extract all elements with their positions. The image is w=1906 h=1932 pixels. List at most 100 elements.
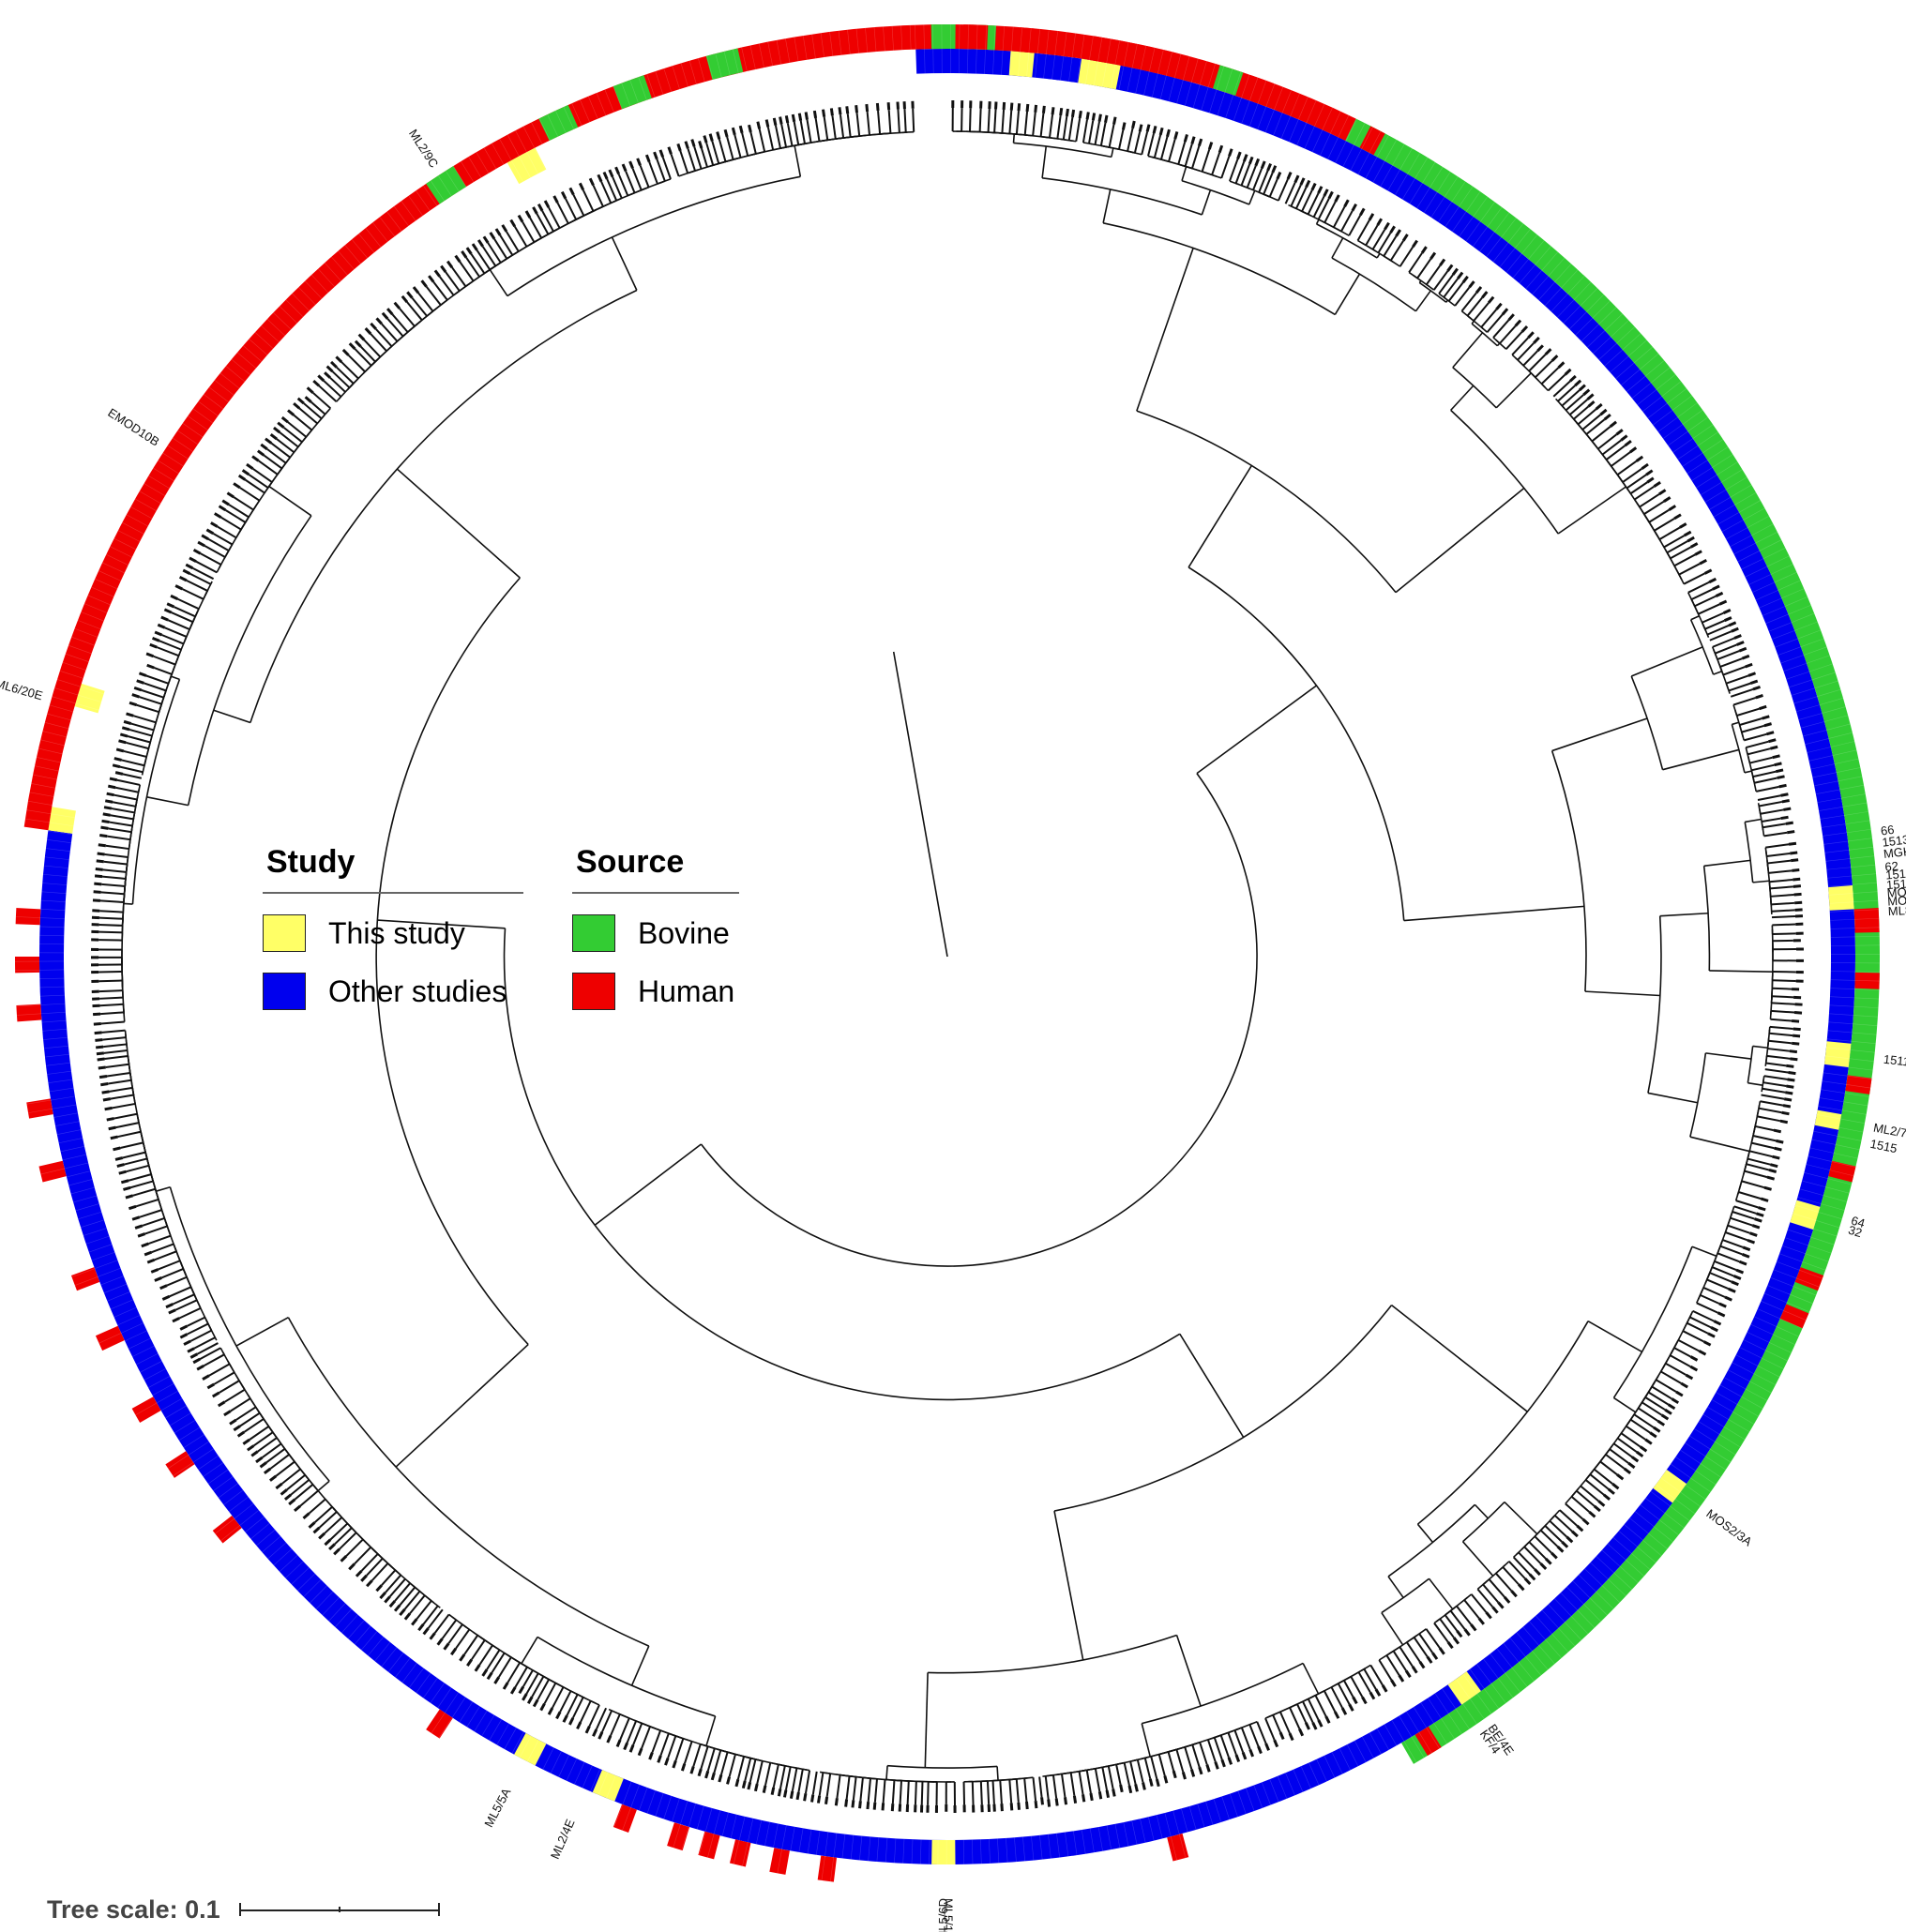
ring-cell-divider bbox=[49, 704, 98, 719]
ring-cell-divider bbox=[698, 58, 712, 106]
leaf-branch bbox=[823, 116, 829, 141]
leaf-branch bbox=[121, 759, 145, 767]
ring-cell-divider bbox=[47, 1186, 95, 1201]
leaf-branch bbox=[1246, 165, 1257, 189]
ring-cell-divider bbox=[681, 1803, 696, 1850]
leaf-tip bbox=[102, 1097, 112, 1102]
leaf-branch bbox=[1330, 1686, 1343, 1709]
ring-cell-divider bbox=[1802, 1180, 1850, 1194]
leaf-tip bbox=[114, 1156, 124, 1161]
clade-arc bbox=[850, 135, 860, 138]
source-ring-segment bbox=[15, 957, 40, 974]
leaf-tip bbox=[375, 317, 383, 325]
ring-cell-divider bbox=[1657, 402, 1698, 432]
ring-cell-divider bbox=[811, 34, 820, 83]
clade-arc bbox=[743, 1756, 751, 1759]
leaf-tip bbox=[150, 1268, 159, 1274]
ring-cell-divider bbox=[638, 77, 656, 124]
ring-cell-divider bbox=[1372, 139, 1398, 183]
leaf-tip bbox=[277, 421, 285, 429]
ring-cell-divider bbox=[20, 1045, 68, 1051]
ring-cell-divider bbox=[647, 1792, 664, 1840]
leaf-branch bbox=[132, 715, 157, 724]
human-swatch bbox=[572, 973, 615, 1010]
leaf-tip bbox=[1491, 1606, 1499, 1614]
leaf-branch bbox=[1651, 1385, 1672, 1400]
leaf-branch bbox=[1670, 1354, 1691, 1368]
ring-cell-divider bbox=[15, 977, 65, 980]
leaf-tip bbox=[1163, 1775, 1169, 1784]
leaf-tip bbox=[206, 1382, 215, 1390]
leaf-tip bbox=[1534, 1568, 1541, 1577]
leaf-branch bbox=[1389, 240, 1405, 262]
ring-cell-divider bbox=[74, 1267, 121, 1286]
leaf-branch bbox=[371, 1562, 389, 1582]
leaf-branch bbox=[1682, 1330, 1704, 1343]
ring-cell-divider bbox=[1828, 891, 1878, 896]
leaf-tip bbox=[133, 686, 143, 692]
leaf-tip bbox=[1561, 1541, 1569, 1548]
leaf-branch bbox=[1648, 508, 1670, 523]
ring-cell-divider bbox=[130, 506, 174, 531]
leaf-branch bbox=[1518, 1551, 1535, 1571]
internal-branch bbox=[924, 1672, 929, 1768]
leaf-tip bbox=[324, 371, 331, 379]
leaf-branch bbox=[1486, 313, 1504, 333]
legend-study: Study This study Other studies bbox=[263, 844, 523, 1010]
source-ring-segment bbox=[1854, 972, 1880, 989]
clade-arc bbox=[1471, 323, 1498, 347]
leaf-tip bbox=[1762, 715, 1770, 720]
leaf-tip bbox=[1763, 722, 1772, 728]
internal-branch bbox=[630, 1645, 650, 1686]
clade-arc bbox=[613, 197, 623, 203]
internal-branch bbox=[1041, 145, 1048, 178]
leaf-branch bbox=[1714, 1260, 1737, 1272]
leaf-tip bbox=[202, 1374, 210, 1381]
ring-cell-divider bbox=[1026, 27, 1032, 77]
leaf-branch bbox=[119, 765, 144, 774]
clade-arc bbox=[1249, 1720, 1258, 1726]
leaf-tip bbox=[782, 1789, 788, 1798]
leaf-tip bbox=[1384, 221, 1390, 231]
leaf-tip bbox=[294, 1504, 302, 1513]
source-ring-segment bbox=[1794, 1267, 1824, 1291]
internal-branch bbox=[1744, 770, 1752, 774]
leaf-branch bbox=[1749, 756, 1773, 764]
ring-cell-divider bbox=[1711, 1399, 1755, 1425]
leaf-branch bbox=[1760, 808, 1784, 815]
ring-cell-divider bbox=[1285, 1773, 1305, 1819]
ring-cell-divider bbox=[1795, 698, 1844, 713]
leaf-tip bbox=[738, 125, 744, 134]
leaf-tip bbox=[360, 1574, 368, 1582]
leaf-branch bbox=[1769, 878, 1793, 883]
clade-arc bbox=[1711, 646, 1717, 654]
leaf-tip bbox=[275, 1482, 283, 1490]
leaf-tip bbox=[1718, 1302, 1727, 1308]
internal-branch bbox=[1495, 372, 1532, 409]
leaf-tip bbox=[120, 1179, 129, 1185]
ring-cell-divider bbox=[1829, 1013, 1878, 1018]
leaf-branch bbox=[1755, 785, 1779, 792]
isolate-label: ML2/9C bbox=[406, 127, 441, 170]
leaf-tip bbox=[1646, 476, 1655, 484]
ring-cell-divider bbox=[106, 554, 151, 576]
leaf-tip bbox=[1121, 122, 1127, 130]
ring-cell-divider bbox=[1610, 340, 1647, 373]
leaf-branch bbox=[1350, 1676, 1364, 1698]
clade-arc bbox=[331, 1506, 338, 1513]
leaf-branch bbox=[1177, 141, 1187, 165]
leaf-branch bbox=[129, 1180, 154, 1189]
ring-cell-divider bbox=[847, 29, 854, 79]
leaf-branch bbox=[1015, 1778, 1020, 1803]
leaf-branch bbox=[1377, 232, 1392, 253]
ring-cell-divider bbox=[331, 256, 364, 294]
leaf-branch bbox=[109, 1086, 133, 1093]
leaf-tip bbox=[1717, 1311, 1726, 1318]
internal-branch bbox=[1703, 859, 1751, 868]
leaf-tip bbox=[539, 1702, 546, 1712]
clade-arc bbox=[1654, 530, 1660, 540]
leaf-branch bbox=[1709, 630, 1732, 641]
ring-cell-divider bbox=[1809, 1147, 1858, 1159]
isolate-label: 64 bbox=[1850, 1214, 1867, 1230]
ring-cell-divider bbox=[1825, 1055, 1874, 1062]
